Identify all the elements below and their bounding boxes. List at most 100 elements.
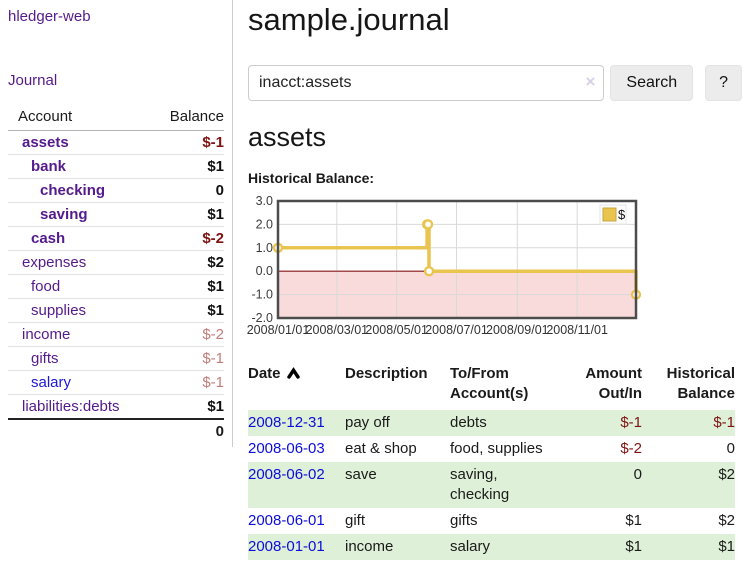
- transaction-row[interactable]: 2008-12-31 pay off debts $-1 $-1: [248, 410, 735, 436]
- account-row: expenses $2: [8, 250, 224, 275]
- svg-text:-2.0: -2.0: [251, 311, 273, 325]
- account-row: saving $1: [8, 202, 224, 227]
- account-row: income $-2: [8, 322, 224, 347]
- account-link[interactable]: supplies: [31, 302, 87, 319]
- col-description: Description: [345, 365, 428, 382]
- account-row: checking 0: [8, 178, 224, 203]
- account-link[interactable]: cash: [31, 230, 66, 247]
- col-date-label: Date: [248, 365, 281, 382]
- account-row: cash $-2: [8, 226, 224, 251]
- account-balance: $1: [153, 202, 224, 227]
- transaction-balance: $1: [642, 534, 735, 560]
- register-table: Date Description To/From Account(s) Amou…: [248, 362, 735, 560]
- transaction-row[interactable]: 2008-01-01 income salary $1 $1: [248, 534, 735, 560]
- page-title: sample.journal: [248, 2, 450, 37]
- account-balance: $1: [153, 274, 224, 299]
- account-link[interactable]: income: [22, 326, 71, 343]
- transaction-accounts: food, supplies: [450, 440, 543, 457]
- search-input-wrap: ×: [248, 65, 605, 101]
- account-balance: $-2: [153, 226, 224, 251]
- account-link[interactable]: assets: [22, 134, 69, 151]
- svg-text:3.0: 3.0: [256, 194, 273, 208]
- account-row: supplies $1: [8, 298, 224, 323]
- account-link[interactable]: gifts: [31, 350, 59, 367]
- transaction-description: income: [345, 534, 450, 560]
- register-body: 2008-12-31 pay off debts $-1 $-1 2008-06…: [248, 410, 735, 560]
- accounts-header-row: Account Balance: [8, 105, 224, 131]
- clear-search-icon[interactable]: ×: [585, 72, 596, 91]
- transaction-row[interactable]: 2008-06-01 gift gifts $1 $2: [248, 508, 735, 534]
- account-row: gifts $-1: [8, 346, 224, 371]
- account-balance: $2: [153, 250, 224, 275]
- nav-journal-link[interactable]: Journal: [8, 72, 58, 89]
- transaction-date-link[interactable]: 2008-06-02: [248, 466, 325, 483]
- transaction-description: gift: [345, 512, 366, 529]
- svg-text:2008/05/01: 2008/05/01: [365, 323, 428, 337]
- account-balance: $1: [153, 154, 224, 179]
- transaction-balance: $2: [642, 462, 735, 508]
- account-link[interactable]: expenses: [22, 254, 87, 271]
- transaction-balance: $2: [718, 512, 735, 529]
- account-link[interactable]: bank: [31, 158, 67, 175]
- transaction-date-link[interactable]: 2008-01-01: [248, 538, 325, 555]
- search-help-button[interactable]: ?: [705, 65, 742, 101]
- transaction-row[interactable]: 2008-06-02 save saving, checking 0 $2: [248, 462, 735, 508]
- transaction-amount: 0: [572, 462, 642, 508]
- chart-heading: Historical Balance:: [248, 170, 375, 186]
- account-title: assets: [248, 122, 327, 152]
- accounts-total: 0: [215, 423, 224, 440]
- transaction-amount: $-2: [620, 440, 642, 457]
- account-link[interactable]: salary: [31, 374, 72, 391]
- account-balance: $-1: [202, 134, 224, 151]
- sidebar: hledger-web Journal Account Balance asse…: [0, 0, 233, 447]
- search-input[interactable]: [248, 65, 605, 101]
- svg-text:0.0: 0.0: [256, 264, 273, 278]
- svg-text:2008/11/01: 2008/11/01: [546, 323, 608, 337]
- account-row: assets $-1: [8, 131, 224, 155]
- transaction-balance: 0: [726, 440, 735, 457]
- main-content: sample.journal × Search ? assets Histori…: [247, 0, 742, 560]
- account-row: bank $1: [8, 154, 224, 179]
- transaction-date-link[interactable]: 2008-06-01: [248, 512, 325, 529]
- transaction-accounts: saving, checking: [450, 462, 572, 508]
- account-row: salary $-1: [8, 370, 224, 395]
- sort-ascending-icon: [286, 367, 300, 379]
- col-amount: Amount Out/In: [585, 365, 642, 402]
- accounts-total-row: 0: [8, 419, 224, 443]
- col-balance: Historical Balance: [666, 365, 735, 402]
- col-accounts: To/From Account(s): [450, 365, 529, 402]
- accounts-header-balance: Balance: [153, 105, 224, 131]
- transaction-accounts: gifts: [450, 512, 478, 529]
- account-balance: $1: [153, 298, 224, 323]
- svg-text:1.0: 1.0: [256, 241, 273, 255]
- transaction-row[interactable]: 2008-06-03 eat & shop food, supplies $-2…: [248, 436, 735, 462]
- transaction-balance: $-1: [642, 410, 735, 436]
- transaction-amount: $-1: [572, 410, 642, 436]
- transaction-date-link[interactable]: 2008-06-03: [248, 440, 325, 457]
- svg-text:-1.0: -1.0: [251, 288, 273, 302]
- account-balance: $-1: [153, 370, 224, 395]
- brand-link[interactable]: hledger-web: [8, 8, 91, 25]
- historical-balance-chart: 3.0 2.0 1.0 0.0 -1.0 -2.02008/01/012008/03/01…: [247, 194, 642, 337]
- svg-text:2008/03/01: 2008/03/01: [306, 323, 369, 337]
- transaction-accounts: salary: [450, 534, 572, 560]
- register-header-row: Date Description To/From Account(s) Amou…: [248, 362, 735, 410]
- transaction-accounts: debts: [450, 410, 572, 436]
- account-link[interactable]: liabilities:debts: [22, 398, 120, 415]
- account-link[interactable]: food: [31, 278, 61, 295]
- svg-text:2008/01/01: 2008/01/01: [247, 323, 310, 337]
- svg-text:2008/07/01: 2008/07/01: [425, 323, 488, 337]
- accounts-header-account: Account: [8, 105, 154, 131]
- account-row: liabilities:debts $1: [8, 394, 224, 420]
- svg-text:2008/09/01: 2008/09/01: [486, 323, 549, 337]
- account-link[interactable]: checking: [40, 182, 106, 199]
- account-balance: $-1: [153, 346, 224, 371]
- svg-text:$: $: [618, 207, 626, 222]
- transaction-description: eat & shop: [345, 440, 417, 457]
- search-button[interactable]: Search: [610, 65, 694, 101]
- account-balance: $-2: [153, 322, 224, 347]
- account-link[interactable]: saving: [40, 206, 88, 223]
- transaction-date-link[interactable]: 2008-12-31: [248, 414, 325, 431]
- col-date[interactable]: Date: [248, 362, 345, 410]
- accounts-table: Account Balance assets $-1 bank $1 check…: [8, 105, 224, 443]
